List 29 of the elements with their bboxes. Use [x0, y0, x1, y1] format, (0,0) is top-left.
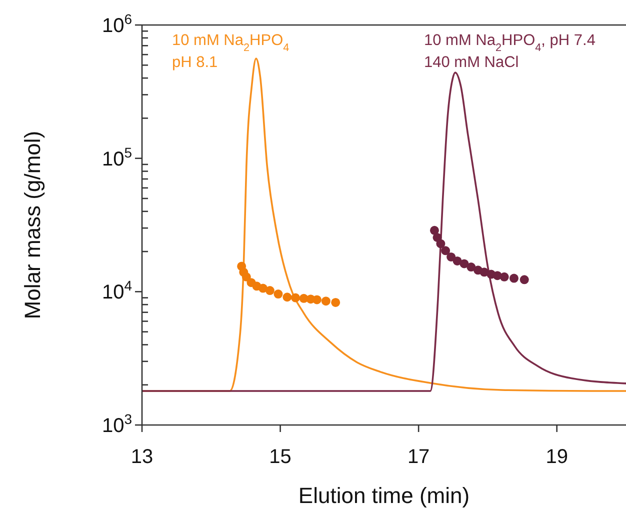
point — [509, 274, 518, 283]
point — [500, 272, 509, 282]
text: 10 mM Na$_{2}$HPO$_{4}$, pH 7.4 140 mM NaCl — [424, 32, 596, 71]
point — [331, 298, 340, 307]
point — [452, 256, 462, 266]
point — [290, 293, 300, 302]
y-tick-label: 10$^{5}$ — [102, 144, 132, 170]
point — [282, 292, 292, 302]
x-axis-title: Elution time (min) — [298, 483, 470, 508]
point — [265, 286, 274, 296]
x-tick-label: 15 — [269, 446, 292, 468]
text: 10 mM Na$_{2}$HPO$_{4}$ pH 8.1 — [172, 32, 290, 71]
y-tick-label: 10$^{6}$ — [102, 11, 132, 37]
y-axis-title: Molar mass (g/mol) — [20, 130, 45, 320]
point — [466, 262, 476, 272]
x-tick-label: 17 — [407, 446, 430, 468]
point — [430, 226, 439, 235]
y-tick-label: 10$^{4}$ — [102, 278, 132, 304]
y-tick-label: 10$^{3}$ — [102, 411, 132, 437]
point — [460, 259, 469, 268]
x-tick-label: 13 — [130, 446, 154, 468]
point — [242, 272, 251, 282]
point — [446, 252, 456, 262]
point — [274, 290, 283, 299]
x-tick-label: 19 — [546, 446, 568, 468]
point — [520, 275, 529, 284]
point — [321, 296, 330, 306]
point — [441, 246, 450, 256]
point — [436, 239, 446, 248]
